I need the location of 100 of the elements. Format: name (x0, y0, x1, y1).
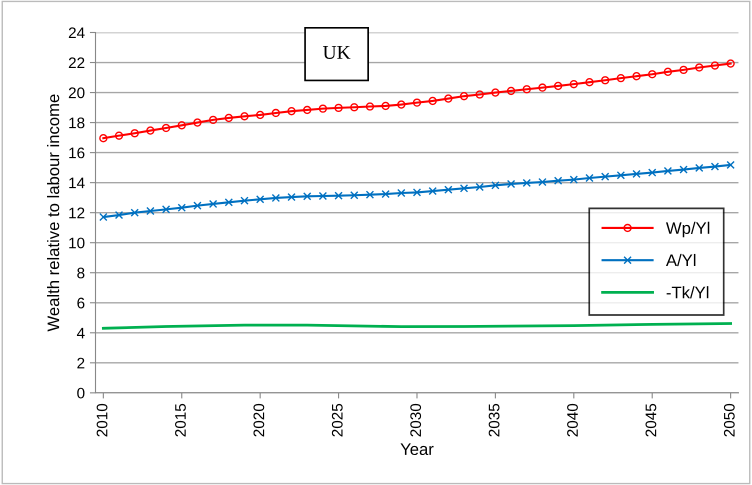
point (554, 176, 562, 185)
point (679, 66, 688, 74)
y-axis-title: Wealth relative to labour income (47, 94, 60, 332)
point (224, 198, 233, 206)
y-tick-label: 24 (68, 27, 85, 38)
point (303, 106, 312, 114)
annotation: UK (322, 46, 350, 59)
point (522, 178, 531, 188)
point (146, 126, 155, 135)
point (710, 61, 720, 70)
x-axis-title: Year (400, 443, 434, 456)
point (506, 86, 516, 96)
point (585, 78, 594, 86)
point (695, 164, 704, 172)
point (522, 85, 531, 94)
point (491, 181, 500, 190)
legend-label: A/Yl (666, 254, 696, 266)
point (428, 96, 437, 106)
point (178, 121, 186, 130)
point (99, 134, 108, 142)
point (287, 107, 296, 116)
point (178, 204, 186, 212)
point (334, 104, 343, 112)
y-tick-label: 10 (69, 238, 84, 248)
y-tick-label: 22 (68, 57, 84, 68)
point (272, 108, 280, 118)
point (256, 195, 264, 204)
point (632, 72, 641, 80)
point (224, 114, 233, 122)
point (585, 174, 594, 182)
x-tick-label: 2020 (253, 404, 264, 436)
point (350, 191, 358, 200)
point (648, 70, 656, 78)
point (460, 92, 468, 100)
y-tick-label: 18 (69, 117, 84, 128)
point (570, 80, 578, 88)
point (444, 94, 453, 103)
point (240, 196, 249, 205)
point (162, 124, 170, 132)
point (397, 188, 406, 198)
point (287, 192, 296, 202)
point (538, 83, 547, 92)
point (381, 102, 390, 110)
point (476, 90, 484, 99)
x-tick-label: 2025 (332, 404, 343, 436)
point (726, 59, 735, 68)
point (334, 192, 343, 200)
y-tick-label: 12 (69, 208, 84, 218)
point (114, 131, 124, 140)
y-tick-label: 8 (77, 268, 84, 278)
point (193, 201, 202, 210)
point (146, 206, 155, 216)
point (366, 102, 374, 111)
point (193, 118, 202, 127)
point (272, 194, 280, 202)
y-tick-label: 2 (77, 358, 84, 368)
x-tick-label: 2030 (410, 404, 422, 436)
point (648, 168, 656, 177)
point (240, 112, 249, 120)
x-tick-label: 2010 (96, 404, 108, 436)
point (460, 184, 468, 193)
y-tick-label: 16 (69, 147, 84, 158)
point (664, 166, 672, 176)
point (412, 188, 422, 197)
y-tick-label: 6 (77, 298, 84, 308)
point (428, 186, 437, 196)
point (366, 190, 374, 199)
point (99, 212, 108, 222)
legend-label: -Tk/Yl (666, 286, 708, 298)
point (208, 200, 218, 208)
point (616, 171, 626, 180)
point (444, 186, 453, 194)
point (710, 162, 720, 171)
point (506, 180, 516, 188)
point (130, 129, 139, 138)
point (476, 182, 484, 192)
point (350, 103, 358, 112)
point (601, 172, 610, 181)
point (616, 74, 626, 82)
x-tick-label: 2035 (488, 404, 500, 436)
point (318, 192, 328, 200)
point (114, 210, 124, 220)
point (538, 178, 547, 186)
point (664, 68, 672, 76)
point (601, 76, 610, 84)
point (397, 100, 406, 109)
point (570, 175, 578, 184)
point (726, 160, 735, 170)
point (318, 104, 328, 113)
point (256, 110, 264, 120)
point (554, 82, 562, 90)
x-tick-label: 2050 (724, 404, 735, 436)
point (162, 205, 170, 214)
y-tick-label: 14 (69, 178, 85, 188)
point (303, 192, 312, 200)
point (381, 190, 390, 198)
x-tick-label: 2040 (567, 404, 578, 436)
point (130, 208, 139, 217)
y-tick-label: 20 (68, 87, 84, 98)
point (679, 165, 688, 174)
